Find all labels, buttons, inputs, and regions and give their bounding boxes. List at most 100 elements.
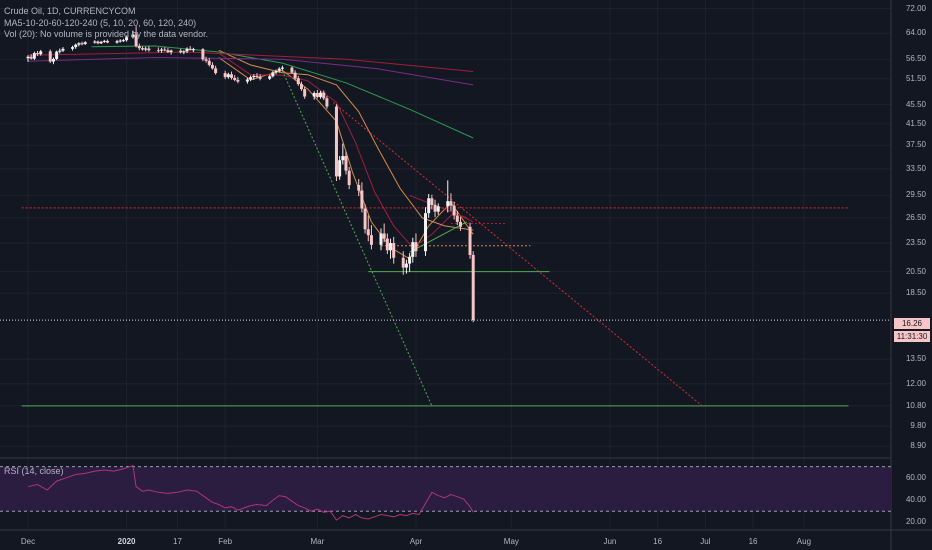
time-tick-label: Feb: [218, 537, 233, 546]
candle-body: [144, 48, 148, 50]
candle-body: [125, 37, 129, 41]
candle-body: [360, 190, 364, 209]
price-tick-label: 51.50: [905, 73, 926, 83]
time-tick-label: Jul: [700, 537, 711, 546]
candle-body: [401, 257, 405, 268]
candle-body: [366, 229, 370, 236]
candle-body: [233, 77, 237, 80]
candle-body: [185, 48, 189, 52]
candle-body: [303, 89, 307, 97]
price-tick-label: 37.50: [905, 140, 926, 150]
candle-body: [271, 72, 275, 77]
rsi-tick-label: 60.00: [905, 472, 926, 482]
candle-body: [29, 56, 33, 59]
candle-body: [280, 67, 284, 69]
candle-body: [449, 201, 453, 206]
last-price-label: 16.26: [894, 318, 930, 329]
triangle-lower: [409, 221, 468, 253]
candle-body: [424, 213, 427, 252]
candle-body: [315, 93, 319, 97]
candle-body: [268, 76, 272, 79]
candle-body: [255, 75, 259, 77]
candle-body: [249, 77, 253, 80]
price-tick-label: 26.50: [905, 212, 926, 222]
candle-body: [430, 198, 434, 205]
candle-body: [357, 185, 361, 191]
candle-body: [226, 74, 230, 78]
candle-body: [344, 156, 348, 171]
price-tick-label: 72.00: [905, 3, 926, 13]
candle-body: [385, 238, 389, 251]
time-tick-label: Mar: [310, 537, 325, 546]
candle-body: [382, 233, 386, 239]
candle-body: [325, 98, 329, 107]
candle-body: [436, 206, 440, 212]
candle-body: [61, 48, 65, 51]
candle-body: [83, 42, 87, 44]
candle-body: [134, 34, 138, 47]
candle-body: [341, 156, 345, 161]
rsi-legend[interactable]: RSI (14, close): [4, 466, 64, 476]
candle-body: [156, 50, 160, 52]
time-tick-label: Dec: [20, 537, 36, 546]
candle-body: [458, 221, 462, 227]
time-tick-label: May: [503, 537, 519, 546]
candle-body: [26, 56, 30, 59]
candle-body: [363, 208, 367, 230]
candle-body: [347, 170, 351, 186]
symbol-legend[interactable]: Crude Oil, 1D, CURRENCYCOM: [4, 6, 136, 16]
candle-body: [296, 78, 300, 85]
candle-body: [80, 43, 84, 45]
candle-body: [338, 160, 342, 177]
candle-body: [322, 92, 326, 99]
candle-body: [452, 205, 456, 216]
candle-body: [404, 263, 408, 268]
candle-body: [236, 79, 240, 82]
price-tick-label: 41.50: [905, 118, 926, 128]
rsi-line: [27, 464, 474, 521]
candle-body: [182, 51, 186, 53]
price-tick-label: 45.50: [905, 99, 926, 109]
candle-body: [201, 49, 205, 60]
time-tick-label: Apr: [409, 537, 423, 546]
candle-body: [71, 47, 75, 49]
bar-countdown-timer: 11:31:30: [894, 331, 930, 342]
price-tick-label: 29.50: [905, 190, 926, 200]
price-tick-label: 13.50: [905, 354, 926, 364]
vol-legend[interactable]: Vol (20): No volume is provided by the d…: [4, 29, 209, 39]
price-tick-label: 20.50: [905, 266, 926, 276]
candle-body: [169, 50, 173, 53]
price-tick-label: 8.90: [910, 441, 926, 451]
candle-body: [207, 60, 211, 65]
candle-body: [99, 41, 103, 44]
candle-body: [160, 49, 164, 51]
candle-body: [293, 72, 297, 79]
ma-line-ma240: [27, 51, 474, 72]
candle-body: [471, 254, 475, 321]
candle-body: [204, 59, 208, 61]
candle-body: [137, 46, 141, 49]
down-channel-green: [281, 70, 433, 407]
time-tick-label: Jun: [603, 537, 617, 546]
candle-body: [252, 75, 256, 78]
candle-body: [147, 48, 151, 51]
candle-body: [39, 51, 43, 55]
candle-body: [277, 68, 281, 71]
candle-body: [191, 49, 195, 51]
candle-body: [427, 198, 431, 214]
candle-body: [369, 235, 373, 245]
candle-body: [51, 58, 55, 62]
candle-body: [455, 215, 459, 222]
candle-body: [74, 44, 78, 48]
price-tick-label: 12.00: [905, 378, 926, 388]
candle-body: [77, 43, 81, 45]
rsi-tick-label: 20.00: [905, 517, 926, 527]
time-tick-label: 2020: [117, 537, 136, 546]
ma-legend[interactable]: MA5-10-20-60-120-240 (5, 10, 20, 60, 120…: [4, 18, 197, 28]
ma-line-ma10: [218, 52, 474, 249]
candle-body: [140, 48, 144, 50]
candle-body: [379, 233, 383, 245]
candle-body: [299, 84, 303, 90]
price-tick-label: 64.00: [905, 28, 926, 38]
